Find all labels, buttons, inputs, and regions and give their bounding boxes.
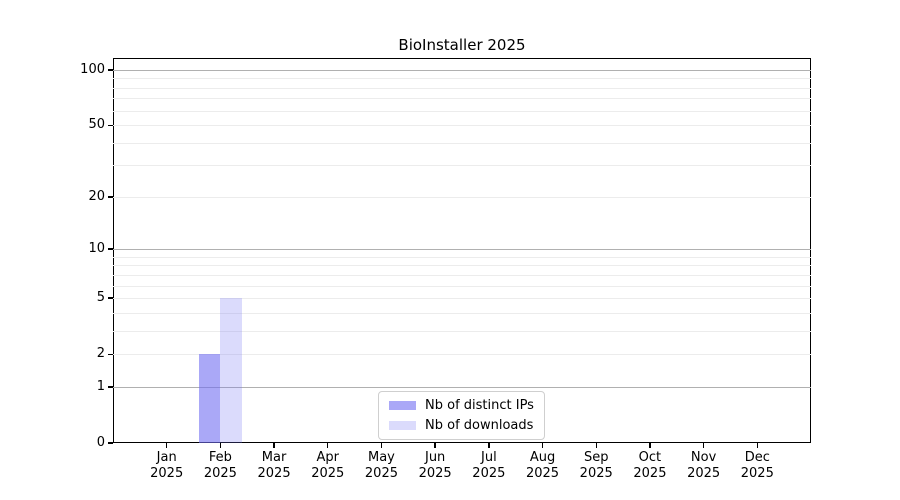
gridline-minor [113,256,811,258]
x-tick-label-line: Oct [638,450,662,465]
x-tick-label-line: Apr [316,450,340,465]
gridline-minor [113,98,811,100]
x-tick-label-line: Jun [424,450,446,465]
legend: Nb of distinct IPs Nb of downloads [378,391,545,440]
gridline-minor [113,285,811,287]
y-tick-label: 2 [96,346,105,362]
gridline-minor [113,142,811,144]
y-tick-label: 1 [96,378,105,394]
x-tick-label-line: 2025 [740,466,774,481]
x-tick-label: Feb 2025 [188,450,252,482]
gridline-minor [113,87,811,89]
legend-swatch-downloads [389,421,416,430]
x-tick-label-line: 2025 [472,466,506,481]
x-tick-mark [541,443,544,448]
gridline-minor [113,265,811,267]
y-tick-mark [108,442,113,444]
gridline-minor [113,196,811,198]
y-tick-mark [108,124,113,126]
x-tick-label-line: Nov [690,450,717,465]
x-tick-label: Nov 2025 [672,450,736,482]
legend-swatch-distinct-ips [389,401,416,410]
x-tick-label-line: 2025 [633,466,667,481]
x-tick-label: Jun 2025 [403,450,467,482]
plot-area [113,58,811,443]
chart-title: BioInstaller 2025 [398,36,526,54]
gridline-minor [113,312,811,314]
x-tick-mark [434,443,436,448]
y-tick-label: 100 [80,62,105,77]
x-tick-label: Jan 2025 [135,450,199,482]
bar-distinct-ips [198,354,221,443]
x-tick-label: Sep 2025 [564,450,628,482]
y-tick-mark [108,248,113,250]
y-tick-mark [108,297,113,299]
y-tick-label: 20 [88,188,105,204]
x-tick-label-line: 2025 [579,466,613,481]
x-tick-label-line: 2025 [525,466,560,481]
x-tick-mark [756,443,758,448]
gridline-minor [113,274,811,276]
x-tick-label-line: Aug [529,450,556,465]
x-tick-mark [595,443,597,448]
y-tick-mark [108,353,113,355]
x-tick-label: Dec 2025 [725,450,789,482]
x-tick-label-line: 2025 [364,466,398,481]
x-tick-label-line: 2025 [311,466,345,481]
x-tick-label: May 2025 [349,450,413,482]
x-tick-label-line: Sep [583,450,609,465]
x-tick-label-line: Dec [744,450,770,465]
gridline-major [113,386,811,388]
x-tick-mark [219,443,222,448]
x-tick-label-line: 2025 [257,466,291,481]
y-tick-label: 0 [96,435,105,450]
x-tick-mark [488,443,490,448]
x-tick-label-line: Jan [156,450,177,465]
bar-downloads [220,298,242,443]
x-tick-label-line: May [368,450,395,465]
gridline-minor [113,165,811,167]
y-tick-label: 5 [96,290,105,306]
x-tick-label-line: Feb [208,450,232,465]
x-tick-mark [273,443,275,448]
gridline-minor [113,125,811,127]
x-tick-label-line: 2025 [687,466,721,481]
y-tick-label: 10 [88,241,105,257]
x-tick-label: Aug 2025 [511,450,575,482]
gridline-major [113,249,811,251]
x-tick-label-line: Jul [481,450,497,465]
y-tick-mark [108,69,113,71]
gridline-minor [113,330,811,332]
gridline-minor [113,354,811,356]
x-tick-label-line: 2025 [418,466,452,481]
legend-item: Nb of downloads [389,417,534,434]
x-tick-label-line: 2025 [150,466,184,481]
legend-label: Nb of distinct IPs [425,398,534,413]
y-tick-mark [108,386,113,388]
gridline-major [113,70,811,71]
legend-item: Nb of distinct IPs [389,397,534,414]
x-tick-label-line: Mar [261,450,287,465]
x-tick-label-line: 2025 [203,466,237,481]
x-tick-label: Jul 2025 [457,450,521,482]
y-tick-label: 50 [88,117,105,133]
x-tick-label: Apr 2025 [296,450,360,482]
gridline-minor [113,110,811,112]
x-tick-label: Mar 2025 [242,450,306,482]
y-tick-mark [108,196,113,198]
x-tick-mark [649,443,651,448]
x-tick-mark [702,443,705,448]
legend-label: Nb of downloads [425,418,534,433]
x-tick-mark [165,443,168,448]
gridline-minor [113,78,811,80]
x-tick-mark [380,443,383,448]
x-tick-mark [327,443,329,448]
x-tick-label: Oct 2025 [618,450,682,482]
gridline-minor [113,298,811,300]
